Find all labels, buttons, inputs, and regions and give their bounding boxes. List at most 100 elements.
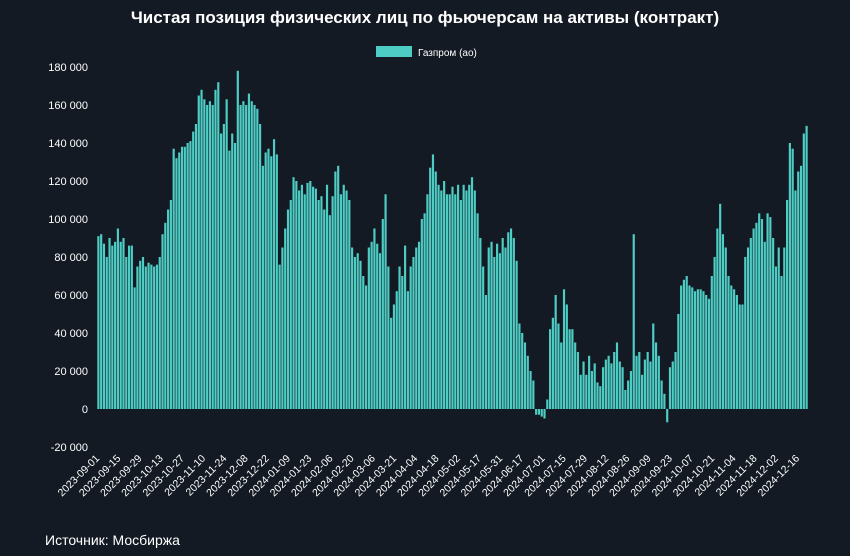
bar [719,203,722,409]
bar [699,289,702,409]
bar [312,186,315,409]
bar [749,238,752,409]
bar [189,141,192,409]
bar [682,279,686,409]
bar [501,238,504,409]
bars-series-gazprom [97,70,808,423]
bar [735,295,738,409]
bar [738,304,741,409]
bar [649,361,652,409]
y-tick-label: 80 000 [54,252,88,264]
bar [298,190,301,409]
bar [613,352,616,409]
bar [680,285,683,409]
bar [431,154,435,409]
bar [384,194,387,409]
bar [540,409,543,417]
bar [434,171,437,409]
bar [724,247,727,409]
bar [621,367,624,409]
bar [526,355,529,409]
bar [239,105,242,409]
legend: Газпром (ао) [376,46,477,59]
y-axis: -20 000 0 20 000 40 000 60 000 80 000 100 000 1… [48,62,88,454]
bar [289,200,292,409]
bar [509,228,513,409]
bar [222,124,225,409]
bar [691,287,694,409]
bar [309,181,312,409]
bar [660,380,663,409]
bar [663,393,666,409]
bar [228,150,231,409]
bar [710,276,713,409]
bar [247,93,251,409]
bar [119,241,122,409]
bar [529,371,532,409]
bar [387,266,390,409]
bar [585,374,588,409]
y-tick-label: 160 000 [48,100,88,112]
bar [596,382,599,409]
y-tick-label: 180 000 [48,62,88,74]
bar [657,355,660,409]
bar [164,222,167,409]
bar [451,186,454,409]
bar [560,342,563,409]
bar [445,194,449,409]
bar [426,194,429,409]
bar [473,190,476,409]
bar [794,190,797,409]
bar [161,234,164,409]
bar [323,209,326,409]
bar [574,342,577,409]
bar [523,342,527,409]
bar [705,295,708,409]
bar [398,266,401,409]
bar [155,264,159,409]
bar [518,323,521,409]
source-note: Источник: Мосбиржа [45,532,180,548]
bar [169,200,172,409]
bar [760,219,764,409]
bar [136,266,139,409]
bar [359,260,362,409]
bar [693,291,697,409]
bar [777,247,780,409]
bar [253,105,256,409]
bar [317,200,320,409]
bar [233,143,237,409]
bar [114,241,117,409]
bar [376,243,379,409]
y-tick-label: -20 000 [51,442,88,454]
bar [278,264,281,409]
bar [147,262,150,409]
bar [130,245,133,409]
bar [493,257,496,409]
bar [125,257,128,409]
bar [423,213,426,409]
bar [186,143,189,409]
bar [158,257,161,409]
bar [417,241,421,409]
bar [470,177,474,409]
bar [328,215,331,409]
bar [733,289,736,409]
bar [786,200,789,409]
bar [557,323,560,409]
bar [300,184,304,409]
bar [390,317,393,409]
bar [607,355,610,409]
bar [688,285,691,409]
bar [415,247,418,409]
bar [562,289,566,409]
bar [532,380,535,409]
bar [236,70,239,410]
bar [102,243,106,409]
y-tick-label: 20 000 [54,366,88,378]
bar [367,247,370,409]
bar [250,101,253,409]
bar [791,148,794,409]
bar [334,171,337,409]
bar [351,247,354,409]
